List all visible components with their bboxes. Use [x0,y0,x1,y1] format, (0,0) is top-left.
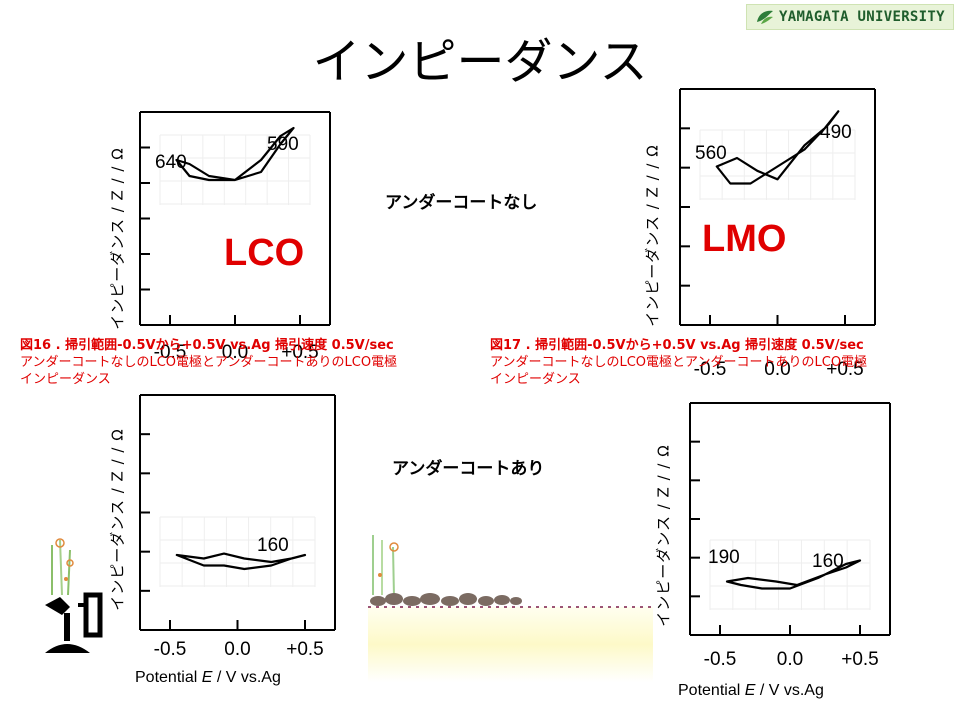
caption-fig17: 図17 . 掃引範囲-0.5Vから+0.5V vs.Ag 掃引速度 0.5V/s… [490,338,868,387]
data-annotation: 490 [820,122,852,143]
electrode-illustration-icon [368,535,653,682]
chart-svg-lmo-with-undercoat: -0.5 0.0 +0.5 190 160 [689,402,891,670]
data-annotation: 640 [155,152,187,173]
chart-lmo-no-undercoat: -0.5 0.0 +0.5 560 490 インピーダンス / Z / / Ω [625,85,885,385]
robot-decoration-icon [45,538,103,653]
chart-lco-no-undercoat: -0.5 0.0 +0.5 640 590 インピーダンス / Z / / Ω [95,100,335,370]
x-tick-label: +0.5 [841,649,879,670]
x-tick-label: 0.0 [764,359,790,380]
impedance-loop [715,110,840,185]
y-axis-label: インピーダンス / Z / / Ω [654,444,673,627]
leaf-icon [757,10,773,24]
x-tick-label: -0.5 [154,342,187,363]
data-annotation: 160 [812,551,844,572]
heading-with-undercoat: アンダーコートあり [392,459,545,479]
data-annotation: 160 [257,535,289,556]
data-annotation: 590 [267,134,299,155]
chart-svg-lmo-no-undercoat: -0.5 0.0 +0.5 560 490 [679,88,876,380]
label-lco: LCO [224,232,305,274]
y-axis-label: インピーダンス / Z / / Ω [108,147,127,330]
impedance-loop [725,559,862,590]
x-axis-label: Potential E / V vs.Ag [135,669,281,686]
university-logo: YAMAGATA UNIVERSITY [746,4,954,30]
x-tick-label: +0.5 [286,639,324,660]
heading-no-undercoat: アンダーコートなし [385,193,538,213]
caption-fig16: 図16 . 掃引範囲-0.5Vから+0.5V vs.Ag 掃引速度 0.5V/s… [20,338,398,387]
chart-lco-with-undercoat: -0.5 0.0 +0.5 160 インピーダンス / Z / / Ω Potenti… [95,385,345,695]
chart-svg-lco-with-undercoat: -0.5 0.0 +0.5 160 [139,394,336,660]
impedance-loop [175,126,295,182]
x-tick-label: +0.5 [826,359,864,380]
data-annotation: 190 [708,547,740,568]
x-tick-label: 0.0 [777,649,803,670]
page-title: インピーダンス [312,34,648,90]
chart-svg-lco-no-undercoat: -0.5 0.0 +0.5 640 590 [139,111,331,363]
logo-text: YAMAGATA UNIVERSITY [779,9,945,25]
x-tick-label: -0.5 [154,639,187,660]
x-axis-label: Potential E / V vs.Ag [678,682,824,699]
x-tick-label: -0.5 [704,649,737,670]
chart-lmo-with-undercoat: -0.5 0.0 +0.5 190 160 インピーダンス / Z / / Ω Pote… [640,395,900,715]
y-axis-label: インピーダンス / Z / / Ω [643,144,662,327]
x-tick-label: -0.5 [694,359,727,380]
x-tick-label: 0.0 [222,342,248,363]
impedance-loop [175,552,307,571]
x-tick-label: +0.5 [281,342,319,363]
label-lmo: LMO [702,218,787,260]
data-annotation: 560 [695,143,727,164]
x-tick-label: 0.0 [224,639,250,660]
